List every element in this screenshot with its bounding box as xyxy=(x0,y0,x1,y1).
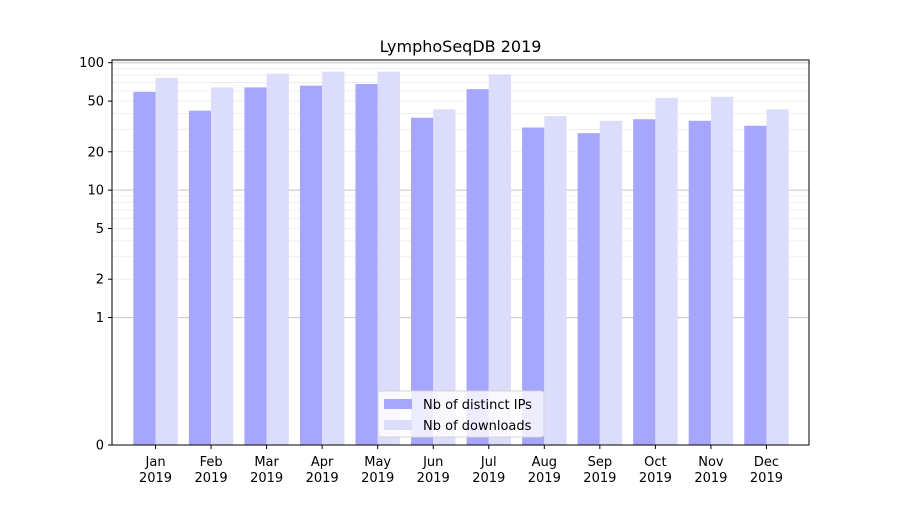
y-tick-label: 1 xyxy=(96,311,104,326)
bar-downloads xyxy=(433,109,456,445)
legend: Nb of distinct IPs Nb of downloads xyxy=(377,390,545,438)
legend-label: Nb of distinct IPs xyxy=(423,398,532,413)
x-tick-label: Jan 2019 xyxy=(139,455,172,486)
y-tick-label: 0 xyxy=(96,439,104,454)
bar-downloads xyxy=(377,71,400,446)
bar-downloads xyxy=(155,77,178,445)
bar-distinct-ips xyxy=(244,87,267,445)
bar-downloads xyxy=(211,87,234,445)
bar-downloads xyxy=(599,120,623,445)
legend-swatch xyxy=(384,420,412,430)
x-tick-label: Oct 2019 xyxy=(639,455,672,486)
legend-swatch xyxy=(384,399,412,409)
x-tick-label: Nov 2019 xyxy=(694,455,727,486)
bar-distinct-ips xyxy=(522,127,545,445)
bar-downloads xyxy=(655,97,678,446)
bar-distinct-ips xyxy=(188,110,212,446)
x-tick-label: Jul 2019 xyxy=(472,455,505,486)
bar-distinct-ips xyxy=(355,84,378,445)
plot-frame xyxy=(111,59,810,446)
bar-distinct-ips xyxy=(299,85,323,446)
x-tick-label: May 2019 xyxy=(361,455,394,486)
legend-box xyxy=(377,390,545,438)
chart-title: LymphoSeqDB 2019 xyxy=(380,37,542,56)
x-tick-label: Dec 2019 xyxy=(750,455,783,486)
y-tick-label: 50 xyxy=(87,95,104,110)
bar-distinct-ips xyxy=(633,119,656,446)
bar-downloads xyxy=(710,96,734,445)
y-tick-label: 10 xyxy=(87,184,104,199)
bar-downloads xyxy=(544,116,567,446)
bars xyxy=(133,71,789,446)
y-tick-label: 2 xyxy=(96,273,104,288)
x-axis: Jan 2019 Feb 2019 Mar 2019 Apr 2019 May 2019 Jun 20… xyxy=(139,445,783,486)
bar-distinct-ips xyxy=(466,89,489,445)
x-tick-label: Sep 2019 xyxy=(583,455,616,486)
legend-label: Nb of downloads xyxy=(423,419,532,434)
bar-downloads xyxy=(322,71,345,446)
bar-downloads xyxy=(488,74,511,445)
bar-distinct-ips xyxy=(411,117,434,446)
y-tick-label: 100 xyxy=(79,56,104,71)
x-tick-label: Jun 2019 xyxy=(417,455,450,486)
bar-downloads xyxy=(266,73,289,446)
bar-distinct-ips xyxy=(688,120,711,445)
x-tick-label: Apr 2019 xyxy=(306,455,339,486)
y-tick-label: 20 xyxy=(87,145,104,160)
bar-downloads xyxy=(766,109,789,445)
y-tick-label: 5 xyxy=(96,222,104,237)
x-tick-label: Aug 2019 xyxy=(528,455,561,486)
x-tick-label: Feb 2019 xyxy=(195,455,228,486)
y-axis: 0 1 2 5 10 20 50 100 xyxy=(79,56,112,454)
bar-distinct-ips xyxy=(133,91,156,445)
bar-distinct-ips xyxy=(744,125,767,446)
x-tick-label: Mar 2019 xyxy=(250,455,283,486)
bar-distinct-ips xyxy=(577,133,600,445)
